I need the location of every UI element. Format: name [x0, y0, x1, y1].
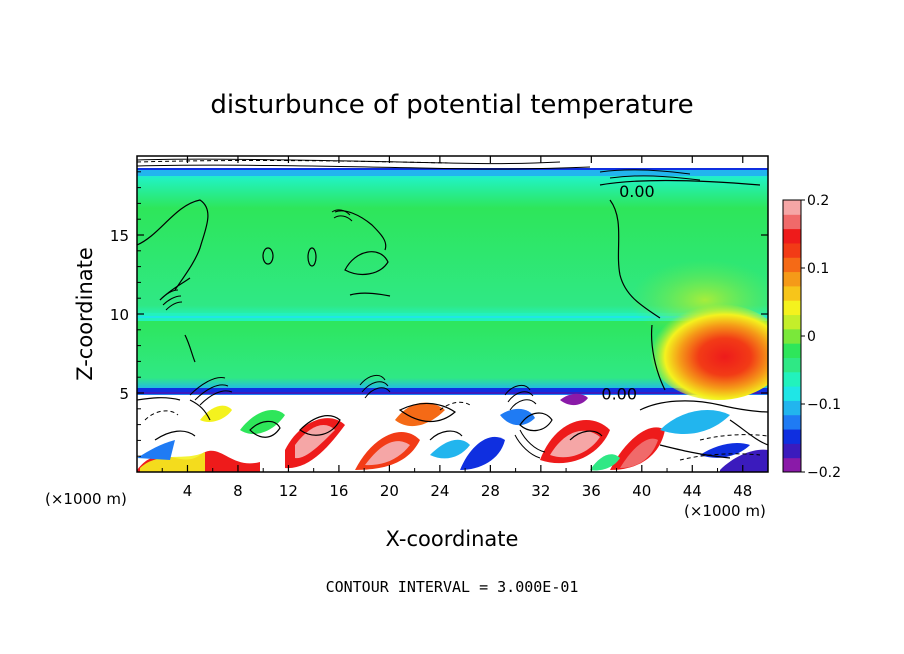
- colorbar-swatch: [783, 443, 801, 459]
- x-tick-label: 40: [632, 482, 651, 500]
- x-tick-label: 24: [430, 482, 449, 500]
- contour-lines: [137, 179, 768, 459]
- colorbar-swatch: [783, 414, 801, 430]
- x-tick-label: 28: [481, 482, 500, 500]
- x-tick-label: 8: [233, 482, 243, 500]
- x-tick-label: 36: [582, 482, 601, 500]
- x-axis-title: X-coordinate: [386, 527, 519, 551]
- contour-labels: 0.00 0.00: [601, 182, 654, 403]
- heatmap-field: [137, 156, 768, 472]
- colorbar-swatch: [783, 386, 801, 401]
- colorbar-swatch: [783, 242, 801, 258]
- y-axis: 5 10 15: [110, 171, 768, 457]
- contour-label: 0.00: [619, 182, 655, 201]
- contour-label: 0.00: [601, 384, 637, 403]
- chart-title: disturbunce of potential temperature: [210, 90, 693, 120]
- x-tick-label: 16: [329, 482, 348, 500]
- x-tick-label: 32: [531, 482, 550, 500]
- colorbar-swatch: [783, 314, 801, 330]
- colorbar: 0.2 0.1 0 −0.1 −0.2: [782, 193, 841, 481]
- field-cyan-line: [137, 316, 768, 318]
- colorbar-tick-label: 0.1: [807, 261, 829, 277]
- field-base-band: [137, 388, 768, 393]
- x-tick-label: 20: [380, 482, 399, 500]
- y-tick-label: 10: [110, 306, 129, 324]
- x-unit-label-right: (×1000 m): [684, 502, 766, 520]
- y-tick-label: 15: [110, 227, 129, 245]
- colorbar-tick-label: −0.2: [807, 465, 841, 481]
- field-warm-anomaly: [650, 304, 768, 400]
- x-tick-label: 48: [733, 482, 752, 500]
- colorbar-swatch: [783, 343, 801, 358]
- colorbar-tick-label: 0.2: [807, 193, 829, 209]
- colorbar-swatch: [783, 257, 801, 273]
- y-axis-title: Z-coordinate: [73, 247, 97, 381]
- field-top-band-blue: [137, 170, 768, 176]
- colorbar-swatch: [783, 357, 801, 373]
- colorbar-tick-label: 0: [807, 329, 816, 345]
- x-tick-label: 12: [279, 482, 298, 500]
- colorbar-tick-label: −0.1: [807, 397, 841, 413]
- colorbar-swatch: [783, 271, 801, 287]
- colorbar-swatch: [783, 200, 801, 215]
- colorbar-swatch: [783, 328, 801, 344]
- y-tick-label: 5: [119, 385, 129, 403]
- contour-lines-dashed: [137, 159, 768, 461]
- x-tick-label: 44: [683, 482, 702, 500]
- colorbar-swatch: [783, 285, 801, 301]
- x-tick-label: 4: [183, 482, 193, 500]
- colorbar-swatch: [783, 400, 801, 416]
- colorbar-swatch: [783, 371, 801, 387]
- colorbar-swatch: [783, 214, 801, 230]
- contour-interval-note: CONTOUR INTERVAL = 3.000E-01: [326, 578, 579, 596]
- colorbar-swatch: [783, 429, 801, 444]
- x-unit-label-left: (×1000 m): [45, 490, 127, 508]
- field-base-line: [137, 392, 768, 394]
- colorbar-swatch: [783, 457, 801, 473]
- x-axis: 4 8 12 16 20 24 28 32 36 40 44 48: [161, 156, 752, 500]
- colorbar-swatch: [783, 228, 801, 244]
- colorbar-swatch: [783, 300, 801, 316]
